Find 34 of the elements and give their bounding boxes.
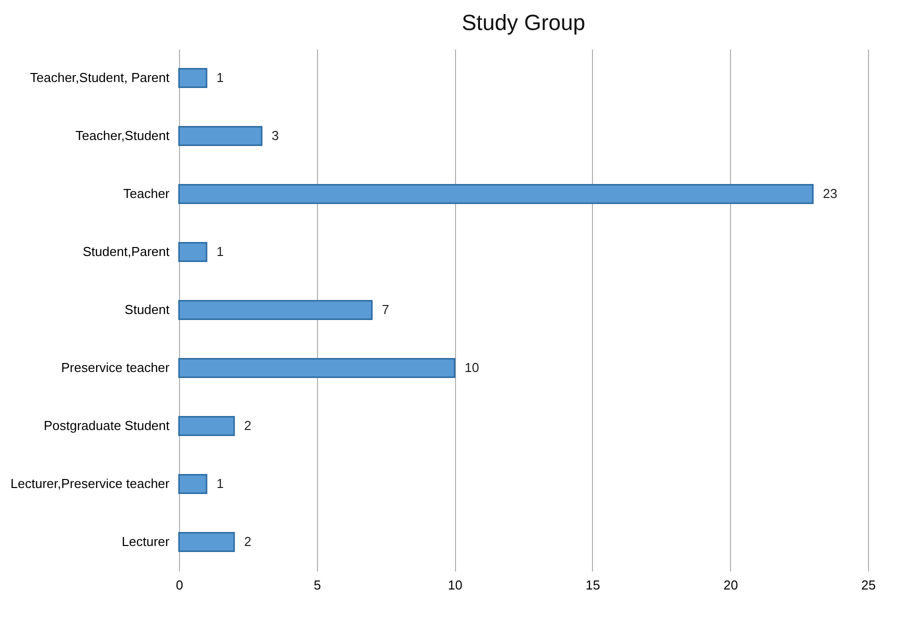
x-tick-label: 15 bbox=[586, 578, 600, 592]
data-label: 1 bbox=[216, 70, 224, 85]
y-tick-label: Teacher bbox=[123, 186, 170, 201]
data-label: 2 bbox=[244, 534, 252, 549]
y-tick-label: Student,Parent bbox=[82, 244, 170, 259]
x-tick-label: 0 bbox=[176, 578, 184, 592]
y-tick-label: Teacher,Student, Parent bbox=[30, 70, 170, 85]
x-tick-label: 25 bbox=[861, 578, 876, 592]
x-tick-label: 5 bbox=[314, 578, 321, 592]
data-label: 1 bbox=[216, 244, 224, 259]
data-label: 1 bbox=[216, 476, 224, 491]
bar bbox=[178, 184, 814, 204]
x-tick-label: 20 bbox=[723, 578, 738, 592]
y-tick-label: Teacher,Student bbox=[76, 128, 170, 143]
data-label: 2 bbox=[244, 418, 252, 433]
data-label: 3 bbox=[272, 128, 279, 143]
y-tick-label: Postgraduate Student bbox=[44, 418, 170, 433]
bar bbox=[178, 300, 373, 320]
y-tick-label: Preservice teacher bbox=[61, 360, 170, 375]
y-tick-label: Lecturer,Preservice teacher bbox=[10, 476, 170, 491]
data-label: 23 bbox=[822, 186, 838, 201]
bar bbox=[178, 68, 208, 88]
bar bbox=[178, 242, 208, 262]
bar bbox=[178, 532, 235, 552]
x-tick-label: 10 bbox=[448, 578, 462, 592]
bar bbox=[178, 358, 456, 378]
bar bbox=[178, 474, 208, 494]
data-label: 7 bbox=[382, 302, 390, 317]
chart-title: Study Group bbox=[462, 10, 586, 35]
y-tick-label: Lecturer bbox=[122, 534, 170, 549]
bar bbox=[178, 416, 235, 436]
bar bbox=[178, 126, 262, 146]
y-tick-label: Student bbox=[124, 302, 170, 317]
data-label: 10 bbox=[464, 360, 480, 375]
